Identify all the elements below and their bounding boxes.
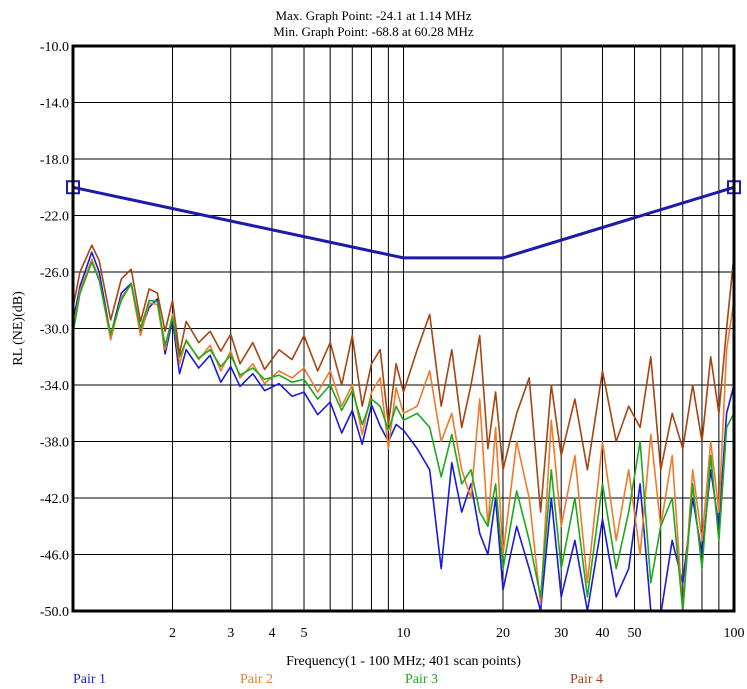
y-tick-label: -22.0 [40,210,69,225]
x-axis-label: Frequency(1 - 100 MHz; 401 scan points) [286,654,521,669]
min-graph-point: Min. Graph Point: -68.8 at 60.28 MHz [273,24,474,39]
legend-pair-1: Pair 1 [73,672,107,687]
x-tick-label: 50 [628,626,642,641]
x-tick-label: 5 [301,626,308,641]
y-tick-label: -42.0 [40,492,69,507]
limit-polyline [72,185,735,260]
y-tick-label: -18.0 [40,153,69,168]
x-tick-labels: 2 3 4 5 10 20 30 40 50 100 [169,626,745,641]
y-tick-label: -50.0 [40,605,69,620]
x-tick-label: 4 [268,626,275,641]
y-axis-label: RL (NE)(dB) [11,291,26,366]
x-tick-label: 30 [554,626,568,641]
series-layer [72,244,735,612]
x-tick-label: 2 [169,626,176,641]
legend-pair-4: Pair 4 [570,672,604,687]
y-tick-label: -30.0 [40,323,69,338]
series-line-pair-1 [72,251,735,612]
max-graph-point: Max. Graph Point: -24.1 at 1.14 MHz [275,8,472,23]
x-tick-label: 20 [496,626,510,641]
y-tick-label: -10.0 [40,40,69,55]
legend-pair-2: Pair 2 [240,672,274,687]
legend-pair-3: Pair 3 [405,672,439,687]
y-tick-label: -14.0 [40,97,69,112]
y-tick-label: -46.0 [40,549,69,564]
x-tick-label: 40 [595,626,609,641]
y-tick-label: -26.0 [40,266,69,281]
x-tick-label: 3 [227,626,234,641]
series-line-pair-3 [72,261,735,612]
y-tick-label: -38.0 [40,436,69,451]
x-tick-label: 100 [724,626,745,641]
y-tick-label: -34.0 [40,379,69,394]
x-tick-label: 10 [397,626,411,641]
series-line-pair-4 [72,244,735,513]
y-tick-labels: -10.0 -14.0 -18.0 -22.0 -26.0 -30.0 -34.0 -38.0… [40,40,69,620]
plot-frame [71,44,736,613]
